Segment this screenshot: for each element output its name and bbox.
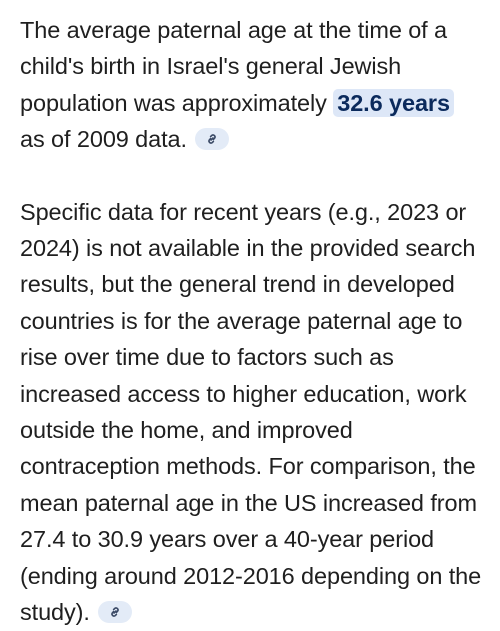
source-link-chip-2[interactable] — [97, 600, 132, 623]
paragraph-1-text-after: as of 2009 data. — [20, 126, 187, 153]
source-link-chip-1[interactable] — [194, 128, 229, 151]
link-icon — [111, 607, 119, 617]
highlighted-figure: 32.6 years — [333, 88, 454, 117]
answer-paragraph-2: Specific data for recent years (e.g., 20… — [20, 194, 482, 631]
answer-paragraph-1: The average paternal age at the time of … — [20, 12, 482, 158]
paragraph-1-text-before: The average paternal age at the time of … — [20, 17, 448, 116]
paragraph-2-text: Specific data for recent years (e.g., 20… — [20, 198, 482, 626]
link-icon — [208, 134, 216, 144]
